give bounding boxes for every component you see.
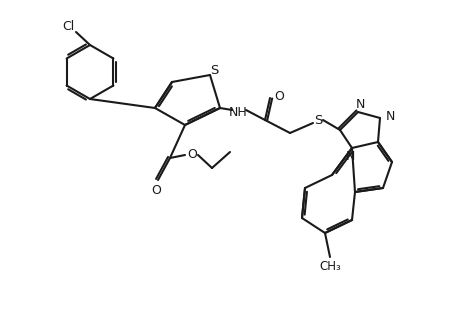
Text: N: N xyxy=(356,97,364,111)
Text: S: S xyxy=(210,64,218,77)
Text: Cl: Cl xyxy=(62,21,74,34)
Text: S: S xyxy=(314,113,322,126)
Text: N: N xyxy=(345,150,355,162)
Text: O: O xyxy=(187,149,197,161)
Text: O: O xyxy=(151,184,161,197)
Text: CH₃: CH₃ xyxy=(319,259,341,273)
Text: O: O xyxy=(274,90,284,102)
Text: NH: NH xyxy=(229,107,248,120)
Text: N: N xyxy=(385,110,395,123)
